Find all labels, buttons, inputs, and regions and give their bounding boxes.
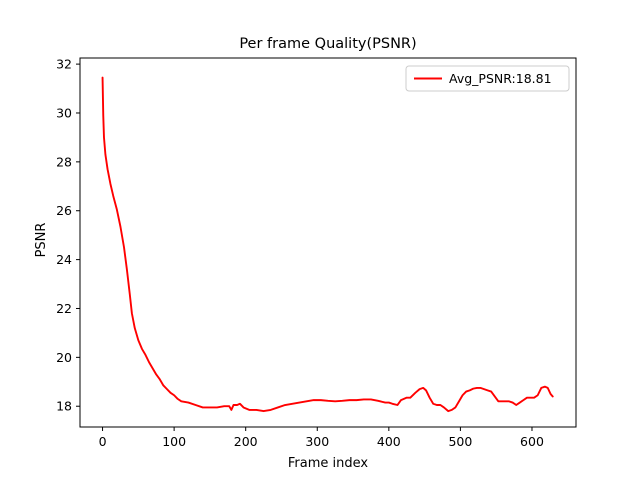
x-tick-label: 400 — [377, 434, 401, 449]
y-axis-label: PSNR — [34, 223, 49, 258]
plot-area — [101, 76, 554, 413]
y-tick-label: 28 — [56, 154, 72, 169]
series-line-0 — [101, 76, 554, 413]
legend-label: Avg_PSNR:18.81 — [449, 71, 552, 86]
legend: Avg_PSNR:18.81 — [405, 65, 570, 92]
y-tick-label: 22 — [56, 301, 72, 316]
x-tick-label: 100 — [162, 434, 186, 449]
axes-frame — [79, 57, 577, 428]
x-tick-label: 500 — [448, 434, 472, 449]
y-tick-label: 18 — [56, 399, 72, 414]
x-tick-label: 600 — [520, 434, 544, 449]
y-tick-label: 20 — [56, 350, 72, 365]
y-tick-label: 26 — [56, 203, 72, 218]
axes: 0 100 200 300 400 500 600 18 20 22 24 26 28 30 32 — [56, 57, 577, 449]
y-tick-label: 32 — [56, 57, 72, 72]
chart-title: Per frame Quality(PSNR) — [239, 36, 416, 52]
x-tick-label: 0 — [99, 434, 107, 449]
y-tick-label: 30 — [56, 105, 72, 120]
y-tick-label: 24 — [56, 252, 72, 267]
legend-box — [405, 65, 570, 92]
x-tick-label: 300 — [305, 434, 329, 449]
x-axis-label: Frame index — [288, 456, 369, 471]
x-tick-label: 200 — [234, 434, 258, 449]
